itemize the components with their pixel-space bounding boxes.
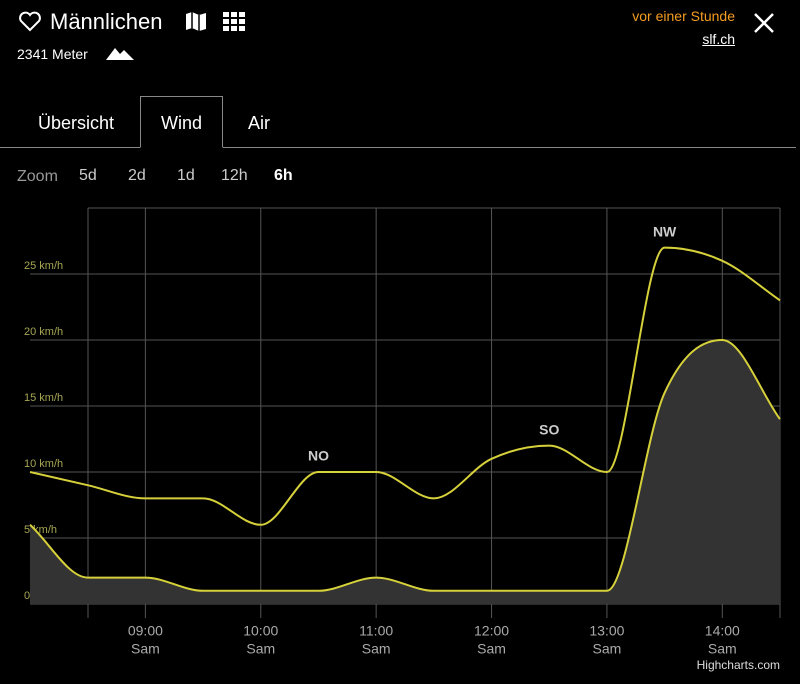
x-tick-day: Sam	[246, 641, 275, 657]
y-tick-label: 15 km/h	[24, 392, 63, 404]
zoom-button[interactable]: 2d	[128, 167, 146, 184]
elevation: 2341 Meter	[17, 46, 88, 62]
x-tick-label: 13:00	[589, 623, 624, 639]
x-tick-day: Sam	[477, 641, 506, 657]
x-tick-day: Sam	[131, 641, 160, 657]
x-tick-label: 12:00	[474, 623, 509, 639]
x-tick-label: 14:00	[705, 623, 740, 639]
credits[interactable]: Highcharts.com	[696, 658, 780, 672]
tab-divider	[0, 147, 796, 148]
active-tab[interactable]	[140, 96, 223, 148]
updated-time: vor einer Stunde	[632, 8, 735, 24]
x-tick-label: 11:00	[359, 623, 393, 639]
zoom-button[interactable]: 12h	[221, 167, 248, 184]
y-tick-label: 5 km/h	[24, 524, 57, 536]
direction-label: SO	[539, 421, 559, 437]
zoom-button-active[interactable]: 6h	[274, 167, 293, 184]
line	[29, 338, 781, 592]
line	[29, 246, 781, 526]
x-tick-day: Sam	[593, 641, 622, 657]
y-tick-label: 10 km/h	[24, 458, 63, 470]
direction-label: NO	[308, 448, 329, 464]
source-link[interactable]: slf.ch	[702, 31, 735, 47]
mountain-icon	[106, 48, 134, 60]
y-tick-label: 20 km/h	[24, 326, 63, 338]
heart-icon[interactable]	[18, 10, 42, 32]
zoom-button[interactable]: 5d	[79, 167, 97, 184]
x-tick-label: 10:00	[243, 623, 278, 639]
tab[interactable]: Übersicht	[38, 113, 115, 133]
tab[interactable]: Wind	[161, 113, 203, 133]
tab[interactable]: Air	[248, 113, 270, 133]
y-tick-label: 25 km/h	[24, 260, 63, 272]
x-tick-day: Sam	[708, 641, 737, 657]
map-icon[interactable]	[184, 10, 208, 32]
zoom-label: Zoom	[17, 168, 58, 185]
station-title: Männlichen	[50, 9, 163, 34]
direction-label: NW	[653, 223, 677, 239]
x-tick-day: Sam	[362, 641, 391, 657]
close-button[interactable]	[752, 11, 776, 35]
grid-icon[interactable]	[222, 11, 246, 33]
zoom-button[interactable]: 1d	[177, 167, 195, 184]
x-tick-label: 09:00	[128, 623, 163, 639]
